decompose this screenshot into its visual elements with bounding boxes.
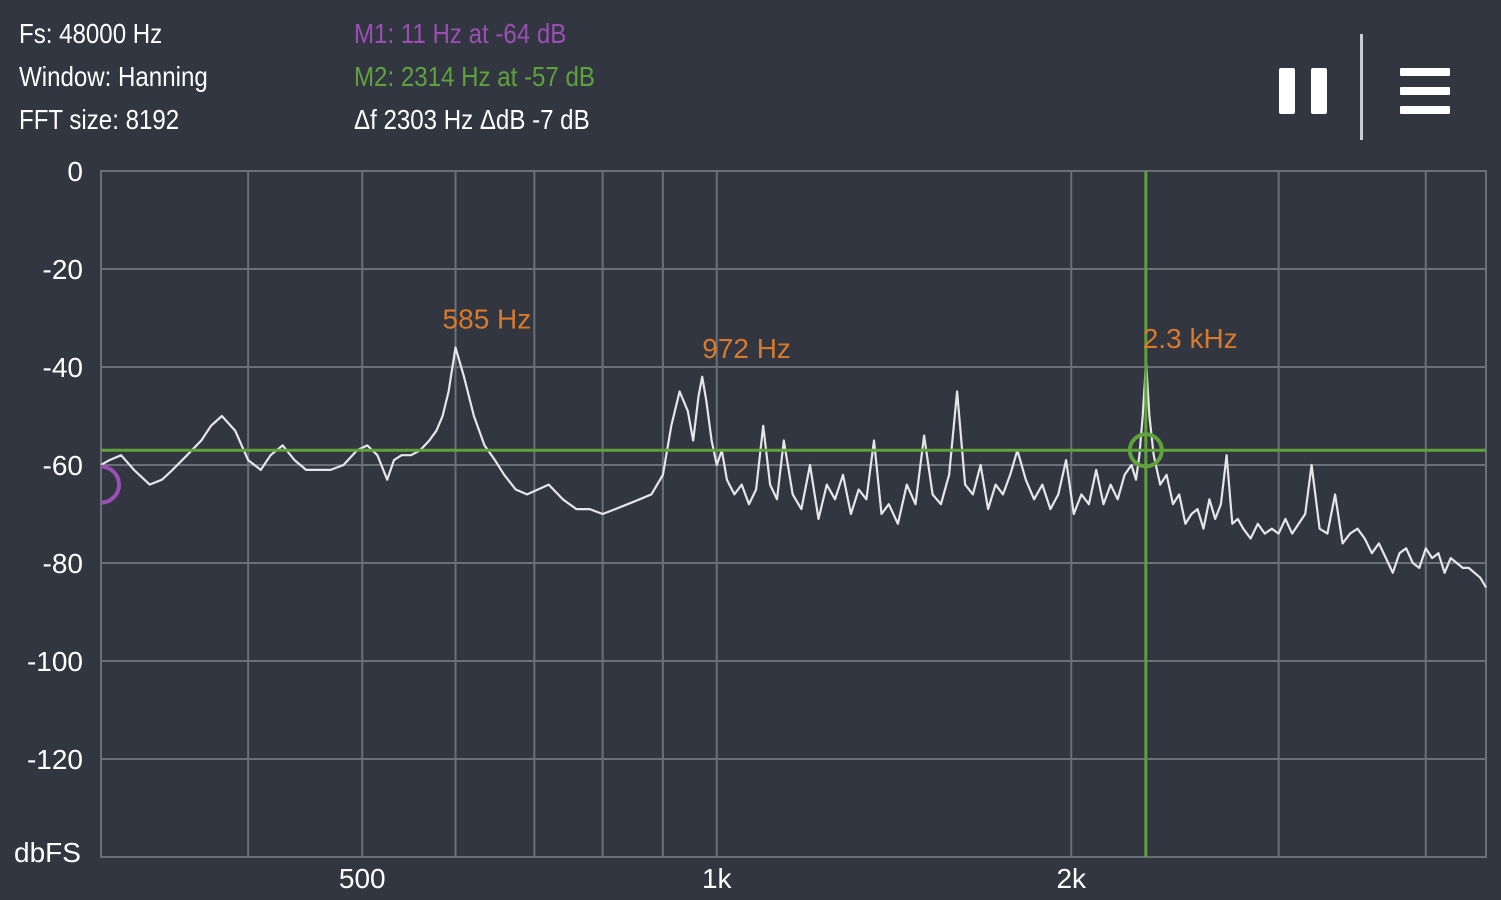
- fft-size-label: FFT size: 8192: [19, 104, 180, 135]
- x-tick-label: 500: [339, 863, 386, 894]
- menu-icon-line-bottom: [1400, 106, 1450, 114]
- y-tick-label: 0: [67, 156, 83, 187]
- y-axis-unit-label: dbFS: [14, 837, 81, 868]
- axis-labels: 0 -20 -40 -60 -80 -100 -120 dbFS 500 1k 2k 585 Hz 97…: [14, 156, 1238, 894]
- spectrum-trace-layer: [100, 346, 1487, 589]
- x-tick-label: 2k: [1056, 863, 1087, 894]
- y-tick-label: -80: [43, 548, 83, 579]
- marker2-readout: M2: 2314 Hz at -57 dB: [354, 61, 595, 92]
- marker-delta-readout: Δf 2303 Hz ΔdB -7 dB: [354, 104, 590, 135]
- y-tick-label: -20: [43, 254, 83, 285]
- menu-icon-line-middle: [1400, 87, 1450, 95]
- marker-readouts: M1: 11 Hz at -64 dB M2: 2314 Hz at -57 d…: [354, 12, 595, 141]
- menu-button[interactable]: [1392, 58, 1458, 124]
- analysis-info: Fs: 48000 Hz Window: Hanning FFT size: 8…: [19, 12, 208, 141]
- peak-label: 2.3 kHz: [1143, 323, 1238, 354]
- spectrum-trace: [100, 346, 1487, 589]
- toolbar-divider: [1360, 34, 1363, 140]
- marker1-readout: M1: 11 Hz at -64 dB: [354, 18, 567, 49]
- marker1-circle: [100, 464, 121, 505]
- marker-layer: [100, 171, 1486, 857]
- y-tick-label: -40: [43, 352, 83, 383]
- menu-icon-line-top: [1400, 68, 1450, 76]
- grid: [100, 170, 1487, 858]
- sample-rate-label: Fs: 48000 Hz: [19, 18, 163, 49]
- pause-button[interactable]: [1268, 58, 1336, 124]
- x-tick-label: 1k: [702, 863, 733, 894]
- peak-label: 585 Hz: [443, 304, 532, 335]
- marker2-circle: [1127, 432, 1164, 469]
- pause-icon-bar-right: [1311, 68, 1327, 114]
- y-tick-label: -60: [43, 450, 83, 481]
- y-tick-label: -100: [27, 646, 83, 677]
- y-tick-label: -120: [27, 744, 83, 775]
- peak-label: 972 Hz: [702, 333, 791, 364]
- window-type-label: Window: Hanning: [19, 61, 208, 92]
- pause-icon-bar-left: [1279, 68, 1295, 114]
